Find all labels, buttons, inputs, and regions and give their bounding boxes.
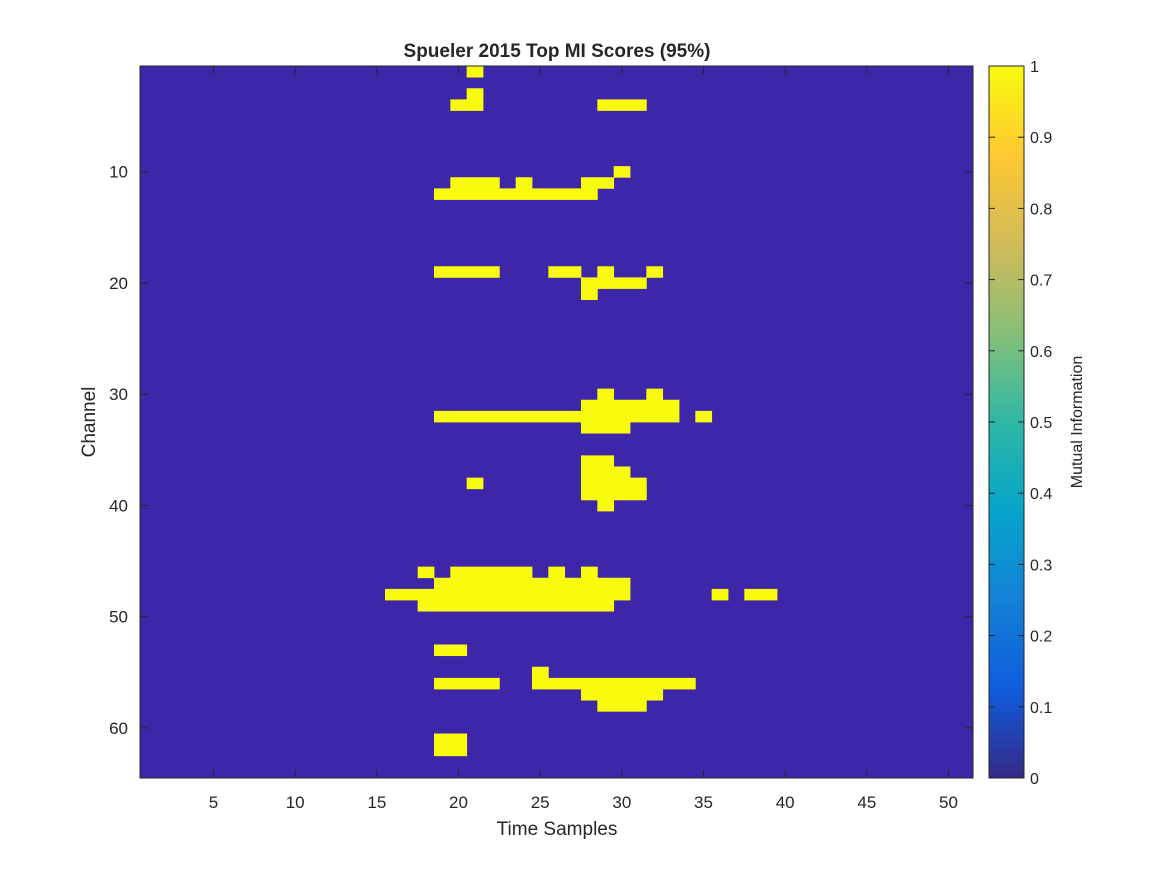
x-axis-label: Time Samples <box>497 819 618 840</box>
heatmap-cell <box>532 666 549 679</box>
plot-frame <box>139 65 974 779</box>
y-tick-label: 10 <box>109 163 128 182</box>
x-tick-label: 10 <box>286 793 305 812</box>
heatmap-cell <box>515 177 533 189</box>
y-tick-label: 50 <box>109 608 128 627</box>
y-axis-label: Channel <box>79 387 100 458</box>
y-tick-label: 40 <box>109 496 128 515</box>
heatmap-cell <box>597 700 647 712</box>
heatmap-cell <box>581 477 647 490</box>
colorbar-tick-label: 0.5 <box>1030 415 1052 432</box>
x-tick-label: 25 <box>531 793 550 812</box>
colorbar: 0 0.1 0.2 0.3 0.4 0.5 0.6 0.7 0.8 0.9 1 <box>988 59 1052 788</box>
heatmap-cell <box>434 677 500 690</box>
colorbar-tick-label: 0.3 <box>1030 557 1052 574</box>
heatmap-cell <box>434 744 468 757</box>
colorbar-tick-label: 0.6 <box>1030 344 1052 361</box>
x-tick-label: 50 <box>939 793 958 812</box>
x-tick-label: 20 <box>449 793 468 812</box>
heatmap-cell <box>581 488 647 501</box>
heatmap-cell <box>711 588 729 601</box>
heatmap-cell <box>532 677 696 690</box>
heatmap-cell <box>434 188 598 200</box>
heatmap-cell <box>613 166 631 178</box>
heatmap-cell <box>581 689 664 701</box>
colorbar-tick-label: 0.2 <box>1030 629 1052 646</box>
heatmap-cell <box>466 88 484 100</box>
heatmap-cell <box>581 455 615 467</box>
x-tick-label: 40 <box>776 793 795 812</box>
colorbar-tick-label: 0.1 <box>1030 700 1052 717</box>
heatmap-cell <box>581 288 598 301</box>
heatmap-cell <box>744 588 778 601</box>
x-tick-label: 45 <box>857 793 876 812</box>
x-tick-label: 15 <box>367 793 386 812</box>
heatmap-cell <box>646 388 664 401</box>
colorbar-tick-label: 1 <box>1030 59 1039 76</box>
colorbar-tick-label: 0.8 <box>1030 201 1052 218</box>
heatmap-cell <box>548 566 566 579</box>
heatmap-cell <box>434 410 680 423</box>
heatmap-cell <box>581 422 631 434</box>
x-tick-label: 30 <box>612 793 631 812</box>
y-tick-label: 20 <box>109 274 128 293</box>
heatmap-cell <box>581 399 680 412</box>
colorbar-tick-label: 0.9 <box>1030 130 1052 147</box>
y-axis-ticks: 10 20 30 40 50 60 <box>109 163 973 738</box>
heatmap-cells <box>385 66 778 757</box>
heatmap-cell <box>695 410 713 423</box>
heatmap-cell <box>597 499 615 512</box>
heatmap-cell <box>597 266 615 278</box>
colorbar-tick-label: 0 <box>1030 771 1039 788</box>
x-tick-label: 5 <box>209 793 218 812</box>
heatmap-cell <box>646 266 664 278</box>
heatmap-cell <box>597 99 647 111</box>
heatmap-cell <box>434 266 500 278</box>
heatmap-cell <box>548 266 582 278</box>
heatmap-cell <box>581 466 631 479</box>
heatmap-cell <box>417 566 435 579</box>
colorbar-ticks: 0 0.1 0.2 0.3 0.4 0.5 0.6 0.7 0.8 0.9 1 <box>989 59 1052 788</box>
colorbar-tick-label: 0.4 <box>1030 486 1052 503</box>
heatmap-cell <box>385 588 631 601</box>
heatmap-cell <box>581 277 647 289</box>
x-tick-label: 35 <box>694 793 713 812</box>
heatmap-cell <box>581 566 598 579</box>
heatmap-cell <box>450 99 484 111</box>
heatmap-cell <box>466 477 484 490</box>
plot-area: 5 10 15 20 25 30 35 40 45 50 10 20 30 40 50 60 <box>109 65 974 812</box>
heatmap-cell <box>597 388 615 401</box>
heatmap-cell <box>417 600 615 612</box>
heatmap-cell <box>581 177 615 189</box>
y-tick-label: 60 <box>109 719 128 738</box>
colorbar-label: Mutual Information <box>1069 356 1086 489</box>
y-tick-label: 30 <box>109 385 128 404</box>
heatmap-cell <box>434 733 468 746</box>
colorbar-tick-label: 0.7 <box>1030 273 1052 290</box>
heatmap-cell <box>466 66 484 78</box>
heatmap-cell <box>450 566 533 579</box>
heatmap-cell <box>434 644 468 657</box>
x-axis-ticks: 5 10 15 20 25 30 35 40 45 50 <box>209 66 958 812</box>
heatmap-cell <box>434 577 631 590</box>
chart-title: Spueler 2015 Top MI Scores (95%) <box>404 41 711 62</box>
heatmap-cell <box>450 177 500 189</box>
